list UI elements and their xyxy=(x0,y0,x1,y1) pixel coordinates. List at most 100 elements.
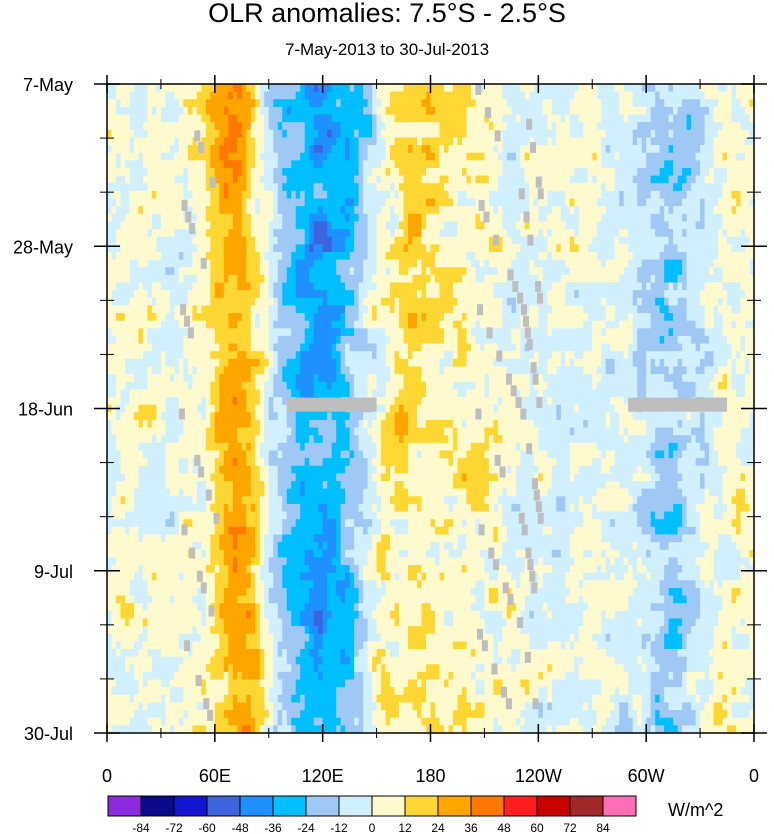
colorbar-label: -48 xyxy=(231,821,249,834)
colorbar-label: 48 xyxy=(497,821,511,834)
x-tick-label: 60E xyxy=(199,766,231,786)
missing-data-cell xyxy=(535,281,542,293)
missing-data-cell xyxy=(524,651,531,663)
missing-data-cell xyxy=(478,524,485,536)
y-tick-label: 7-May xyxy=(23,75,73,95)
missing-data-cell xyxy=(505,698,512,710)
missing-data-cell xyxy=(507,593,514,605)
missing-data-cell xyxy=(526,118,533,130)
missing-data-cell xyxy=(200,582,207,594)
missing-data-cell xyxy=(478,199,485,211)
colorbar-swatch xyxy=(206,795,241,817)
missing-data-cell xyxy=(507,269,514,281)
missing-data-cell xyxy=(194,130,201,142)
colorbar-swatch xyxy=(371,795,406,817)
colorbar-label: 0 xyxy=(369,821,376,834)
missing-data-cell xyxy=(208,605,215,617)
colorbar-label: -12 xyxy=(330,821,348,834)
missing-data-cell xyxy=(525,547,532,559)
missing-data-cell xyxy=(178,408,185,420)
missing-data-cell xyxy=(483,211,490,223)
missing-data-cell xyxy=(530,362,537,374)
y-tick-label: 28-May xyxy=(13,237,73,257)
missing-data-band xyxy=(628,397,728,412)
missing-data-cell xyxy=(515,396,522,408)
missing-data-cell xyxy=(536,396,543,408)
missing-data-cell xyxy=(209,176,216,188)
missing-data-cell xyxy=(526,443,533,455)
missing-data-cell xyxy=(196,570,203,582)
y-tick-label: 30-Jul xyxy=(24,724,73,744)
colorbar-label: 72 xyxy=(563,821,577,834)
missing-data-cell xyxy=(184,640,191,652)
colorbar-swatch xyxy=(569,795,604,817)
missing-data-cell xyxy=(185,211,192,223)
colorbar-swatch xyxy=(602,795,637,817)
colorbar-swatch xyxy=(305,795,340,817)
missing-data-cell xyxy=(481,640,488,652)
missing-data-cell xyxy=(494,130,501,142)
missing-data-cell xyxy=(531,478,538,490)
missing-data-cell xyxy=(488,547,495,559)
missing-data-cell xyxy=(529,570,536,582)
missing-data-cell xyxy=(521,304,528,316)
missing-data-cell xyxy=(181,199,188,211)
colorbar-label: 12 xyxy=(398,821,412,834)
y-tick-label: 9-Jul xyxy=(34,562,73,582)
colorbar-label: -24 xyxy=(297,821,315,834)
missing-data-cell xyxy=(535,176,542,188)
x-tick-label: 180 xyxy=(415,766,445,786)
missing-data-cell xyxy=(526,338,533,350)
colorbar-label: 36 xyxy=(464,821,478,834)
missing-data-cell xyxy=(524,327,531,339)
missing-data-cell xyxy=(493,559,500,571)
missing-data-cell xyxy=(527,234,534,246)
missing-data-cell xyxy=(496,350,503,362)
missing-data-cell xyxy=(493,234,500,246)
missing-data-cell xyxy=(510,385,517,397)
missing-data-cell xyxy=(207,709,214,721)
missing-data-cell xyxy=(502,582,509,594)
missing-data-cell xyxy=(189,223,196,235)
missing-data-cell xyxy=(213,512,220,524)
missing-data-cell xyxy=(198,141,205,153)
missing-data-cell xyxy=(486,327,493,339)
missing-data-cell xyxy=(180,304,187,316)
colorbar-swatch xyxy=(503,795,538,817)
missing-data-cell xyxy=(518,188,525,200)
missing-data-cell xyxy=(537,512,544,524)
missing-data-cell xyxy=(517,617,524,629)
missing-data-cell xyxy=(532,698,539,710)
missing-data-cell xyxy=(475,408,482,420)
colorbar-label: -84 xyxy=(132,821,150,834)
missing-data-cell xyxy=(205,489,212,501)
missing-data-cell xyxy=(491,663,498,675)
missing-data-cell xyxy=(494,454,501,466)
x-tick-label: 120W xyxy=(515,766,562,786)
missing-data-cell xyxy=(532,373,539,385)
missing-data-band xyxy=(286,397,377,412)
missing-data-cell xyxy=(187,327,194,339)
missing-data-cell xyxy=(523,211,530,223)
colorbar-label: 24 xyxy=(431,821,445,834)
missing-data-cell xyxy=(505,373,512,385)
colorbar-swatch xyxy=(173,795,208,817)
missing-data-cell xyxy=(533,489,540,501)
missing-data-cell xyxy=(517,292,524,304)
missing-data-cell xyxy=(529,141,536,153)
missing-data-cell xyxy=(531,582,538,594)
missing-data-cell xyxy=(184,315,191,327)
missing-data-cell xyxy=(477,304,484,316)
missing-data-cell xyxy=(181,524,188,536)
colorbar-label: 84 xyxy=(596,821,610,834)
colorbar-label: -36 xyxy=(264,821,282,834)
missing-data-cell xyxy=(475,84,482,95)
colorbar-label: 60 xyxy=(530,821,544,834)
missing-data-cell xyxy=(194,454,201,466)
missing-data-cell xyxy=(485,107,492,119)
colorbar-swatch xyxy=(140,795,175,817)
colorbar-swatch xyxy=(470,795,505,817)
missing-data-cell xyxy=(537,188,544,200)
missing-data-cell xyxy=(195,675,202,687)
